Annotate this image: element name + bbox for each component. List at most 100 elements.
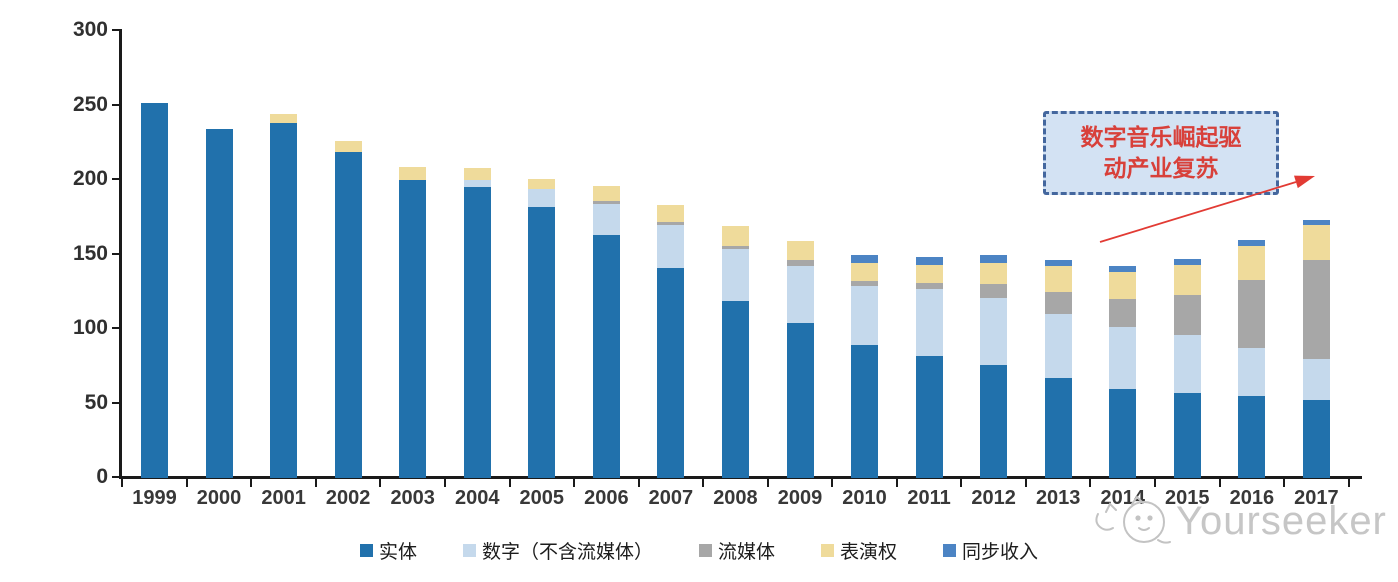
bar-2013 <box>1044 260 1072 478</box>
bar-2008 <box>721 226 749 478</box>
legend-swatch-digital-excl-streaming <box>462 544 476 557</box>
y-axis-tick-label: 150 <box>72 241 108 265</box>
segment-performance-rights <box>270 114 298 124</box>
y-axis-tick-label: 200 <box>72 167 108 190</box>
bar-2004 <box>463 168 491 478</box>
annotation-arrow <box>1099 175 1315 243</box>
segment-performance-rights <box>334 141 362 152</box>
y-axis-tick-label: 0 <box>96 465 108 488</box>
segment-physical <box>205 129 233 478</box>
bar-2001 <box>270 114 298 478</box>
segment-performance-rights <box>915 264 943 283</box>
bar-2005 <box>528 178 556 478</box>
segment-physical <box>1044 378 1072 478</box>
bar-2007 <box>657 205 685 478</box>
segment-digital-excl-streaming <box>657 224 685 268</box>
bar-2012 <box>980 254 1008 479</box>
segment-performance-rights <box>657 205 685 222</box>
segment-physical <box>915 355 943 478</box>
x-axis-label-2013: 2013 <box>1035 487 1081 509</box>
x-axis-tick <box>508 479 511 487</box>
segment-performance-rights <box>980 263 1008 285</box>
x-axis-tick <box>1024 479 1027 487</box>
segment-streaming <box>1238 279 1266 349</box>
segment-performance-rights <box>1109 272 1137 300</box>
x-axis-label-2007: 2007 <box>648 487 694 509</box>
segment-physical <box>1109 388 1137 478</box>
segment-physical <box>1302 400 1330 478</box>
segment-performance-rights <box>463 168 491 180</box>
bar-2017 <box>1302 220 1330 478</box>
segment-performance-rights <box>851 263 879 282</box>
segment-synchronization <box>915 257 943 265</box>
segment-digital-excl-streaming <box>1044 314 1072 379</box>
bar-2015 <box>1173 258 1201 478</box>
y-axis-tick-label: 250 <box>72 92 108 116</box>
segment-synchronization <box>1238 239 1266 246</box>
segment-digital-excl-streaming <box>980 297 1008 365</box>
x-axis-label-2000: 2000 <box>196 487 242 509</box>
x-axis-label-2010: 2010 <box>842 487 887 509</box>
watermark-text: Yourseeker <box>1176 498 1387 543</box>
legend-item-digital-excl-streaming: 数字（不含流媒体） <box>462 537 653 564</box>
bar-2010 <box>851 254 879 479</box>
bar-2002 <box>334 141 362 478</box>
bar-2006 <box>592 185 620 478</box>
segment-streaming <box>1302 260 1330 359</box>
y-axis-tick <box>112 178 121 180</box>
x-axis-tick <box>314 479 317 487</box>
segment-streaming <box>592 200 620 204</box>
x-axis-label-2002: 2002 <box>325 487 371 509</box>
x-axis-tick <box>702 479 705 487</box>
x-axis-label-2006: 2006 <box>584 487 629 509</box>
legend-item-physical: 实体 <box>359 537 417 564</box>
x-axis-label-2017: 2017 <box>1294 487 1339 509</box>
x-axis-tick <box>185 479 188 487</box>
segment-streaming <box>980 284 1008 298</box>
x-axis-tick <box>443 479 446 487</box>
segment-digital-excl-streaming <box>786 266 814 323</box>
segment-synchronization <box>980 254 1008 264</box>
annotation-text-line2: 动产业复苏 <box>1103 155 1219 182</box>
segment-physical <box>980 364 1008 478</box>
segment-digital-excl-streaming <box>1238 348 1266 397</box>
legend-label-synchronization: 同步收入 <box>962 541 1039 563</box>
segment-physical <box>851 345 879 478</box>
legend-label-digital-excl-streaming: 数字（不含流媒体） <box>481 541 653 563</box>
bar-2003 <box>399 166 427 478</box>
x-axis-tick <box>1347 479 1350 487</box>
segment-digital-excl-streaming <box>463 179 491 188</box>
x-axis-label-2001: 2001 <box>261 487 306 509</box>
segment-digital-excl-streaming <box>1302 358 1330 401</box>
x-axis-label-2011: 2011 <box>907 487 951 509</box>
segment-physical <box>334 151 362 478</box>
segment-streaming <box>786 260 814 267</box>
segment-physical <box>592 235 620 478</box>
legend-swatch-physical <box>359 544 373 557</box>
x-axis-tick <box>379 479 382 487</box>
x-axis-label-2016: 2016 <box>1229 487 1275 509</box>
legend-label-streaming: 流媒体 <box>717 541 775 563</box>
segment-performance-rights <box>1302 224 1330 261</box>
legend-swatch-streaming <box>698 544 712 557</box>
annotation-callout-box: 数字音乐崛起驱 动产业复苏 <box>1043 111 1279 195</box>
segment-digital-excl-streaming <box>851 285 879 346</box>
segment-digital-excl-streaming <box>1109 327 1137 389</box>
x-axis-label-2015: 2015 <box>1165 487 1210 509</box>
y-axis-tick <box>112 103 121 106</box>
segment-digital-excl-streaming <box>915 288 943 356</box>
segment-performance-rights <box>786 241 814 261</box>
segment-streaming <box>721 245 749 249</box>
segment-physical <box>399 179 427 478</box>
segment-physical <box>528 206 556 478</box>
legend-swatch-synchronization <box>943 544 957 557</box>
segment-streaming <box>915 282 943 289</box>
y-axis-tick-label: 300 <box>72 18 108 41</box>
x-axis-label-2004: 2004 <box>455 487 500 509</box>
segment-streaming <box>1109 299 1137 328</box>
bar-2014 <box>1109 266 1137 478</box>
y-axis-tick <box>112 29 121 31</box>
x-axis-tick <box>831 479 834 487</box>
bar-2011 <box>915 257 943 478</box>
x-axis-tick <box>573 479 576 487</box>
